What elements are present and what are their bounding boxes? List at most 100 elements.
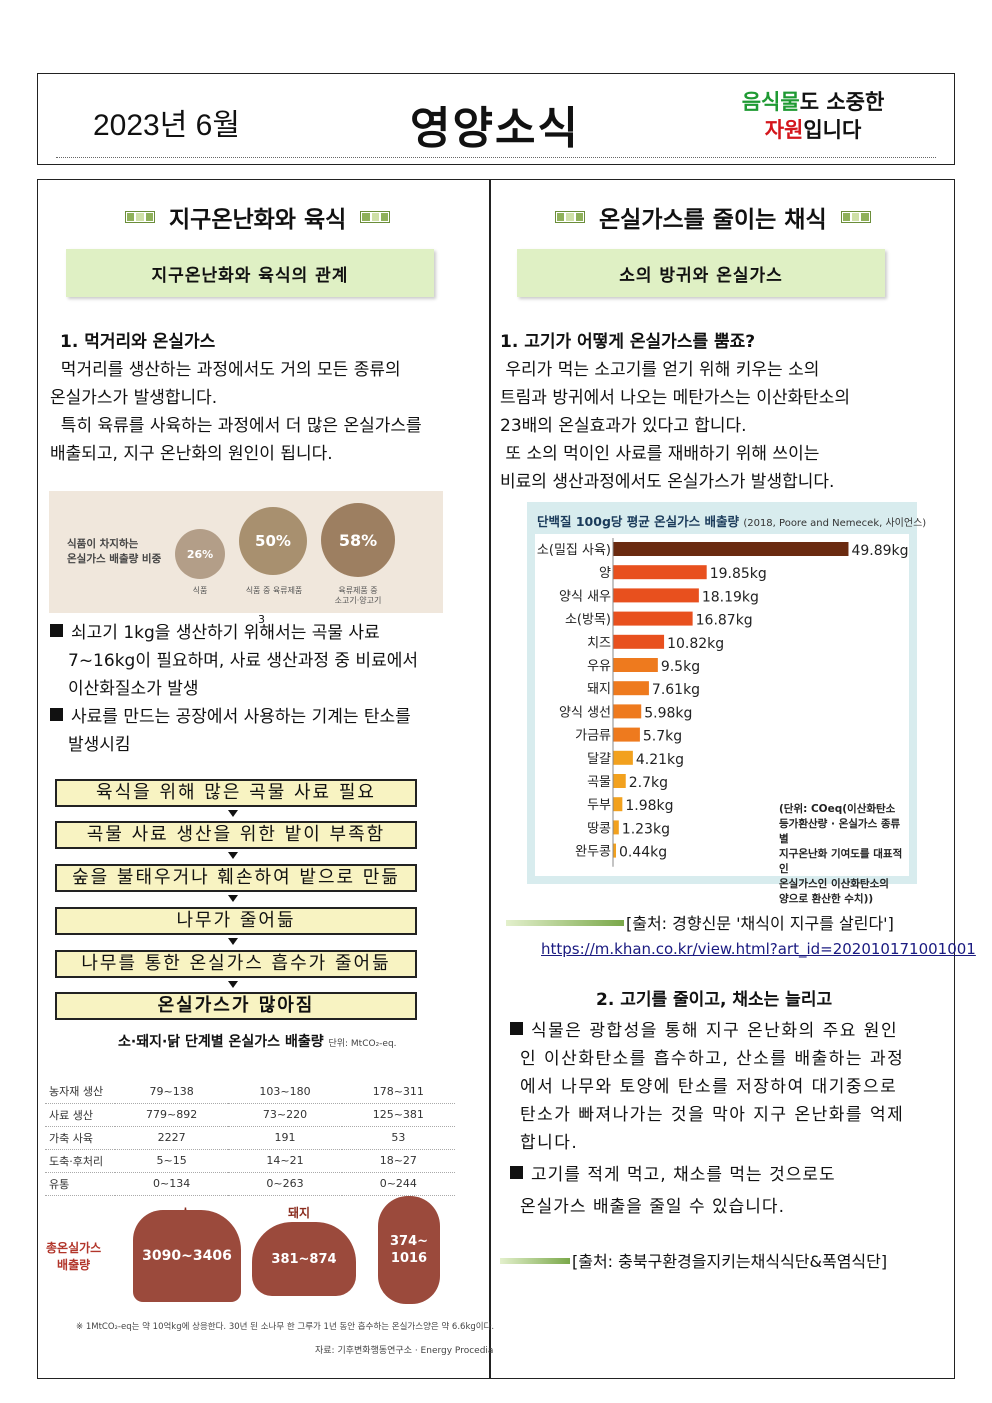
header-dotted-line	[56, 157, 936, 158]
bar-category-label: 치즈	[587, 636, 611, 651]
food-emission-share-graphic: 식품이 차지하는 온실가스 배출량 비중 26% 식품 50% 식품 중 육류제…	[49, 491, 443, 613]
left-para-line: 먹거리를 생산하는 과정에서도 거의 모든 종류의	[50, 360, 401, 380]
source-citation-1: [출처: 경향신문 '채식이 지구를 살린다']	[506, 910, 894, 934]
stage-emission-table: 농자재 생산 79~138 103~180 178~311 사료 생산 779~892 73…	[45, 1080, 455, 1196]
bullet-text: 탄소가 빠져나가는 것을 막아 지구 온난화를 억제	[520, 1105, 905, 1125]
stage-cell-cow: 79~138	[115, 1080, 229, 1104]
stage-cell-pig: 0~263	[228, 1172, 342, 1196]
flow-step: 육식을 위해 많은 곡물 사료 필요	[55, 779, 417, 807]
bullet-text: 쇠고기 1kg을 생산하기 위해서는 곡물 사료	[71, 623, 380, 643]
source-2-text: [출처: 충북구환경을지키는채식식단&폭염식단]	[572, 1252, 888, 1271]
chart-note-line: 등가환산량 · 온실가스 종류별	[779, 818, 901, 845]
bullet-square-icon	[50, 708, 63, 721]
bullet-text: 고기를 적게 먹고, 채소를 먹는 것으로도	[531, 1165, 836, 1185]
stage-cell-pig: 73~220	[228, 1103, 342, 1127]
bullet-text: 합니다.	[520, 1133, 579, 1153]
bar-value-label: 5.98kg	[644, 705, 692, 721]
bar	[613, 843, 616, 858]
pig-icon: 381~874	[252, 1222, 356, 1296]
stage-cell-stage: 가축 사육	[45, 1126, 115, 1150]
issue-date: 2023년 6월	[93, 109, 240, 142]
left-paragraph: 1. 먹거리와 온실가스 먹거리를 생산하는 과정에서도 거의 모든 종류의 온…	[50, 328, 480, 468]
chart-note-line: (단위: COeq(이산화탄소	[779, 803, 896, 815]
deco-right-icon	[360, 211, 391, 223]
bar-value-label: 19.85kg	[710, 566, 767, 582]
bar-category-label: 양식 생선	[559, 705, 611, 720]
source-bar-icon	[506, 920, 624, 926]
bar	[613, 820, 619, 835]
newsletter-title: 영양소식	[410, 103, 580, 154]
flow-arrow-icon	[228, 810, 238, 817]
bar-category-label: 돼지	[587, 682, 611, 697]
bar-chart-svg: 소(밀집 사육) 49.89kg 양 19.85kg 양식 새우 18.19kg 소(방목)…	[537, 538, 909, 867]
bar-value-label: 5.7kg	[643, 729, 682, 745]
stage-cell-pig: 191	[228, 1126, 342, 1150]
share-label-line1: 식품이 차지하는	[67, 538, 139, 550]
bar-category-label: 가금류	[575, 729, 611, 744]
stage-cell-chicken: 125~381	[341, 1103, 455, 1127]
bullet-text: 7~16kg이 필요하며, 사료 생산과정 중 비료에서	[68, 651, 418, 671]
bar-category-label: 소(방목)	[565, 613, 611, 628]
stage-cell-cow: 2227	[115, 1126, 229, 1150]
right-bullet-2: 고기를 적게 먹고, 채소를 먹는 것으로도 온실가스 배출을 줄일 수 있습니…	[510, 1159, 945, 1223]
bullet-text: 발생시킴	[68, 735, 131, 755]
stage-cell-pig: 14~21	[228, 1149, 342, 1173]
beef-label-line2: 소고기·양고기	[334, 596, 382, 605]
bar	[613, 588, 699, 603]
right-para-line: 23배의 온실효과가 있다고 합니다.	[500, 416, 747, 436]
right-subtitle-box: 소의 방귀와 온실가스	[517, 249, 885, 297]
stage-cell-pig: 103~180	[228, 1080, 342, 1104]
share-circle-beef-label: 육류제품 중 소고기·양고기	[313, 586, 403, 606]
left-para-line: 온실가스가 발생합니다.	[50, 388, 218, 408]
bullet-square-icon	[510, 1022, 523, 1035]
stage-cell-chicken: 178~311	[341, 1080, 455, 1104]
stage-table-row: 유통 0~134 0~263 0~244	[45, 1172, 455, 1196]
cow-icon: 3090~3406	[133, 1210, 241, 1302]
stage-table-row: 농자재 생산 79~138 103~180 178~311	[45, 1080, 455, 1104]
protein-emission-chart: 단백질 100g당 평균 온실가스 배출량 (2018, Poore and N…	[527, 502, 926, 905]
share-label-line2: 온실가스 배출량 비중	[67, 553, 162, 565]
bar-value-label: 18.19kg	[702, 589, 759, 605]
slogan-line2-rest: 입니다	[803, 118, 862, 142]
stage-table-row: 사료 생산 779~892 73~220 125~381	[45, 1103, 455, 1127]
flow-arrow-icon	[228, 938, 238, 945]
stage-footnote: ※ 1MtCO₂-eq는 약 10억kg에 상응한다. 30년 된 소나무 한 …	[76, 1322, 495, 1332]
stage-cell-stage: 농자재 생산	[45, 1080, 115, 1104]
source-citation-2: [출처: 충북구환경을지키는채식식단&폭염식단]	[500, 1248, 887, 1272]
left-subtitle-box: 지구온난화와 육식의 관계	[66, 249, 434, 297]
stage-table-row: 가축 사육 2227 191 53	[45, 1126, 455, 1150]
share-circle-food: 26%	[175, 529, 225, 579]
flow-step: 나무가 줄어듦	[55, 907, 417, 935]
bar-category-label: 완두콩	[575, 845, 611, 860]
slogan-red-word: 자원	[764, 118, 804, 142]
share-graphic-label: 식품이 차지하는 온실가스 배출량 비중	[67, 537, 161, 567]
right-para-line: 우리가 먹는 소고기를 얻기 위해 키우는 소의	[500, 360, 820, 380]
stage-cell-cow: 779~892	[115, 1103, 229, 1127]
bullet-square-icon	[50, 624, 63, 637]
right-para-line: 트림과 방귀에서 나오는 메탄가스는 이산화탄소의	[500, 388, 851, 408]
slogan-green-word: 음식물	[741, 90, 800, 114]
bar	[613, 774, 626, 788]
bar-category-label: 두부	[587, 798, 611, 813]
bullet-square-icon	[510, 1166, 523, 1179]
bar	[613, 565, 707, 580]
left-section-title: 지구온난화와 육식	[125, 200, 391, 234]
flow-step-final: 온실가스가 많아짐	[55, 992, 417, 1020]
bar-value-label: 2.7kg	[629, 775, 668, 791]
article-link[interactable]: https://m.khan.co.kr/view.html?art_id=20…	[541, 940, 976, 958]
flow-arrow-icon	[228, 981, 238, 988]
flow-step: 숲을 불태우거나 훼손하여 밭으로 만듦	[55, 864, 417, 892]
bar-category-label: 양	[599, 566, 611, 581]
bar-value-label: 7.61kg	[652, 682, 700, 698]
stage-cell-cow: 0~134	[115, 1172, 229, 1196]
share-circle-beef: 58%	[321, 503, 395, 577]
right-para-line: 또 소의 먹이인 사료를 재배하기 위해 쓰이는	[500, 444, 820, 464]
stage-title-text: 소·돼지·닭 단계별 온실가스 배출량	[118, 1034, 324, 1050]
bullet-text: 식물은 광합성을 통해 지구 온난화의 주요 원인	[531, 1021, 899, 1041]
stage-cell-chicken: 53	[341, 1126, 455, 1150]
chart-note-line: 양으로 환산한 수치))	[779, 893, 874, 905]
stage-chart-title: 소·돼지·닭 단계별 온실가스 배출량 단위: MtCO₂-eq.	[118, 1031, 397, 1051]
source-1-text: [출처: 경향신문 '채식이 지구를 살린다']	[626, 914, 894, 933]
right-section-title: 온실가스를 줄이는 채식	[555, 200, 871, 234]
stage-cell-chicken: 0~244	[341, 1172, 455, 1196]
